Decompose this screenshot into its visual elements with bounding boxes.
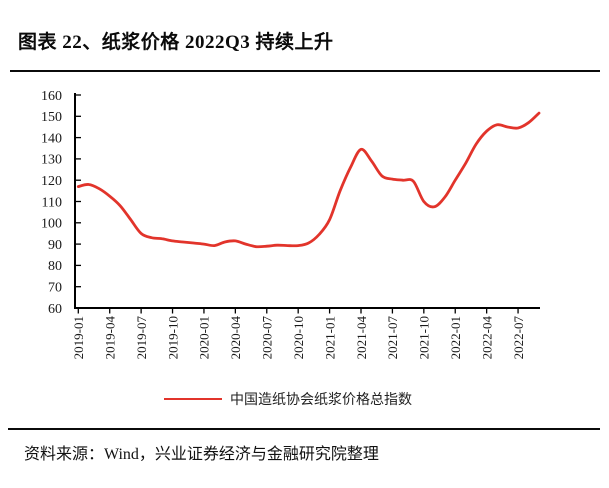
- y-tick-label: 120: [41, 174, 62, 189]
- y-tick-label: 110: [42, 195, 62, 210]
- x-tick-label: 2021-10: [417, 316, 432, 359]
- legend: 中国造纸协会纸浆价格总指数: [0, 389, 576, 409]
- y-tick-label: 160: [41, 89, 62, 104]
- y-tick-label: 80: [48, 259, 62, 274]
- y-tick-label: 140: [41, 131, 62, 146]
- price-line: [76, 111, 541, 249]
- axes: [74, 93, 540, 309]
- y-tick-label: 60: [48, 302, 62, 317]
- x-tick-group: 2019-01 2019-04 2019-07 2019-10 2020-01 2020-…: [71, 308, 526, 359]
- x-tick-label: 2020-01: [197, 316, 212, 359]
- title-divider: [10, 70, 600, 73]
- source-note: 资料来源：Wind，兴业证券经济与金融研究院整理: [24, 446, 379, 463]
- x-tick-label: 2019-07: [134, 316, 149, 360]
- y-tick-label: 90: [48, 238, 62, 253]
- x-tick-label: 2019-01: [71, 316, 86, 359]
- chart-title: 图表 22、纸浆价格 2022Q3 持续上升: [18, 32, 334, 53]
- y-tick-label: 150: [41, 110, 62, 125]
- x-tick-label: 2019-04: [103, 316, 118, 360]
- x-tick-label: 2022-04: [479, 316, 494, 360]
- x-tick-label: 2019-10: [165, 316, 180, 359]
- x-tick-label: 2020-10: [291, 316, 306, 359]
- y-tick-label: 130: [41, 153, 62, 168]
- x-tick-label: 2020-04: [228, 316, 243, 360]
- y-tick-label: 100: [41, 217, 62, 232]
- y-tick-label: 70: [48, 281, 62, 296]
- x-tick-label: 2022-01: [448, 316, 463, 359]
- x-tick-label: 2021-04: [354, 316, 369, 360]
- legend-label: 中国造纸协会纸浆价格总指数: [230, 393, 412, 408]
- x-tick-label: 2020-07: [260, 316, 275, 360]
- y-tick-group: 60 70 80 90 100 110 120 130 140 150 160: [41, 89, 81, 317]
- x-tick-label: 2021-01: [322, 316, 337, 359]
- footer-divider: [8, 428, 600, 431]
- x-tick-label: 2021-07: [385, 316, 400, 360]
- legend-line-marker: [164, 397, 222, 401]
- x-tick-label: 2022-07: [511, 316, 526, 360]
